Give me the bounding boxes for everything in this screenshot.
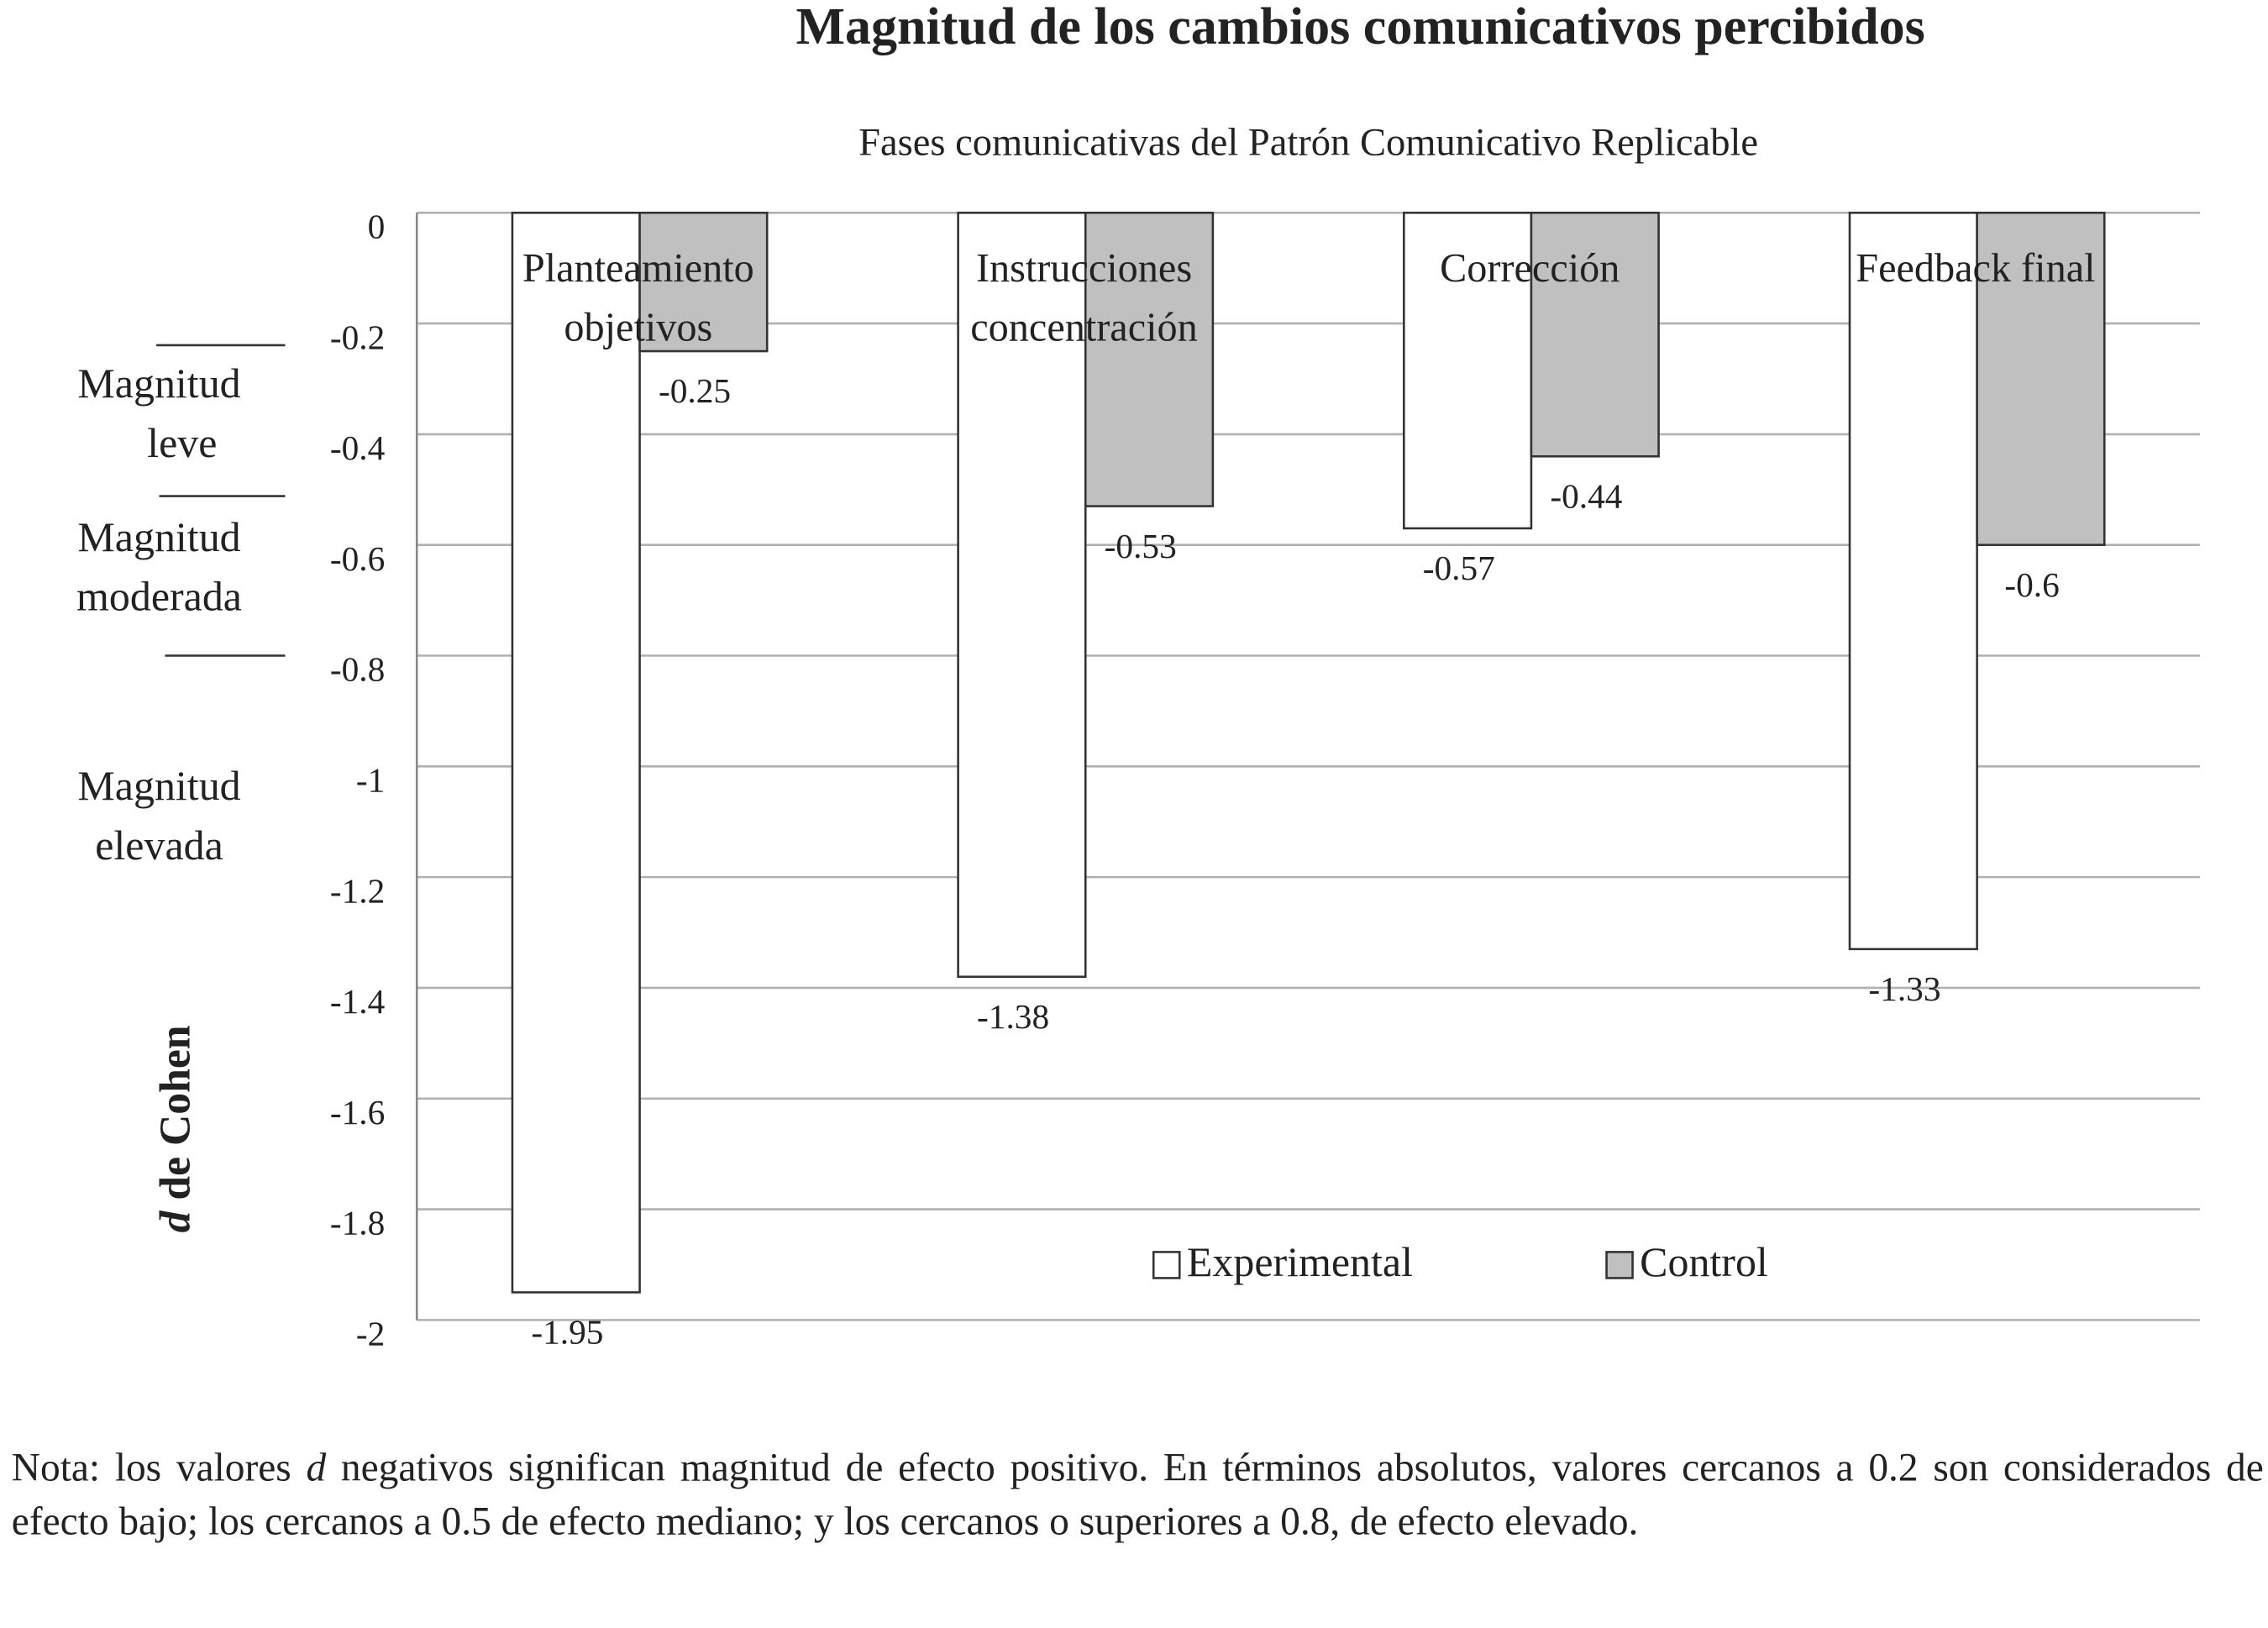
bar: [1084, 211, 1215, 507]
y-tick-label: -1.2: [330, 871, 385, 910]
chart-title: Magnitud de los cambios comunicativos pe…: [795, 0, 1924, 55]
value-label: -1.33: [1868, 969, 1940, 1008]
legend-swatch: [1152, 1251, 1181, 1279]
x-tick-label: Corrección: [1440, 246, 1620, 291]
y-tick-label: -1.6: [330, 1093, 385, 1132]
x-tick-label: Instrucciones: [976, 246, 1192, 291]
bar: [1530, 211, 1660, 458]
y-tick-label: 0: [368, 207, 386, 245]
y-tick-label: -0.8: [330, 650, 385, 689]
y-tick-label: -2: [356, 1315, 385, 1353]
x-tick-label: Planteamiento: [522, 246, 754, 291]
y-tick-label: -0.4: [330, 428, 386, 467]
magnitude-label: Magnitud: [77, 360, 240, 407]
y-axis-label-text: de Cohen: [152, 1025, 200, 1200]
value-label: -0.25: [659, 371, 731, 410]
bar: [957, 211, 1087, 979]
bar: [638, 211, 769, 353]
note-var: d: [306, 1444, 327, 1489]
legend-label: Control: [1640, 1238, 1768, 1285]
legend-swatch: [1605, 1251, 1634, 1279]
note: Nota: los valores d negativos significan…: [12, 1440, 2264, 1547]
bar: [1976, 211, 2106, 547]
bar: [511, 211, 641, 1294]
value-label: -1.38: [977, 997, 1049, 1036]
y-tick-label: -1: [356, 760, 385, 799]
x-tick-label: objetivos: [564, 306, 712, 350]
y-axis-label: d de Cohen: [152, 1025, 200, 1232]
y-tick-label: -0.6: [330, 539, 385, 578]
magnitude-label: moderada: [76, 573, 242, 620]
y-axis-label-var: d: [152, 1210, 200, 1232]
magnitude-label: Magnitud: [77, 762, 240, 809]
x-tick-label: concentración: [970, 306, 1198, 350]
note-text: negativos significan magnitud de efecto …: [11, 1444, 2264, 1543]
value-label: -0.6: [2004, 565, 2059, 604]
bar: [1848, 211, 1978, 951]
note-text: Nota: los valores: [11, 1444, 291, 1489]
y-tick-label: -1.8: [330, 1204, 385, 1242]
chart-subtitle: Fases comunicativas del Patrón Comunicat…: [858, 122, 1758, 165]
magnitude-label: elevada: [95, 822, 223, 869]
value-label: -0.57: [1423, 549, 1495, 587]
chart: Magnitud de los cambios comunicativos pe…: [76, 0, 2200, 1353]
y-tick-label: -0.2: [330, 318, 385, 356]
y-tick-label: -1.4: [330, 982, 386, 1021]
value-label: -1.95: [531, 1313, 603, 1352]
magnitude-label: Magnitud: [77, 513, 240, 560]
magnitude-label: leve: [147, 419, 217, 466]
value-label: -0.44: [1550, 476, 1622, 515]
value-label: -0.53: [1105, 527, 1177, 565]
x-tick-label: Feedback final: [1856, 246, 2095, 291]
legend-label: Experimental: [1187, 1238, 1413, 1285]
bar: [1403, 211, 1533, 530]
